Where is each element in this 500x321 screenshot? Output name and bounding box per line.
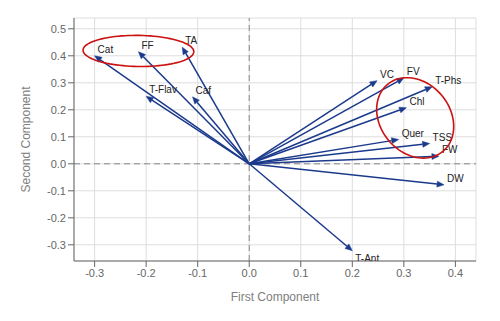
svg-text:-0.1: -0.1	[47, 185, 66, 197]
svg-text:0.2: 0.2	[345, 267, 360, 279]
svg-text:FF: FF	[141, 40, 153, 51]
svg-text:0.1: 0.1	[51, 131, 66, 143]
svg-text:0.2: 0.2	[51, 104, 66, 116]
svg-text:-0.3: -0.3	[85, 267, 104, 279]
svg-text:Quer: Quer	[402, 128, 425, 139]
svg-text:-0.2: -0.2	[47, 212, 66, 224]
svg-text:0.0: 0.0	[242, 267, 257, 279]
svg-text:0.4: 0.4	[51, 50, 66, 62]
svg-text:Cat: Cat	[98, 44, 114, 55]
svg-text:0.5: 0.5	[51, 23, 66, 35]
svg-text:TA: TA	[185, 35, 198, 47]
svg-text:0.4: 0.4	[448, 267, 463, 279]
svg-text:T-Flav: T-Flav	[149, 84, 177, 95]
svg-text:Second Component: Second Component	[19, 86, 33, 193]
svg-text:FV: FV	[407, 66, 420, 77]
svg-text:VC: VC	[380, 69, 394, 80]
svg-text:DW: DW	[447, 173, 464, 184]
svg-text:T-Ant: T-Ant	[355, 253, 379, 261]
svg-text:FW: FW	[441, 144, 458, 156]
svg-text:-0.2: -0.2	[137, 267, 156, 279]
svg-text:Chl: Chl	[409, 96, 424, 107]
svg-text:0.3: 0.3	[51, 77, 66, 89]
svg-text:-0.3: -0.3	[47, 239, 66, 251]
svg-text:Caf: Caf	[196, 85, 212, 96]
svg-text:T-Phs: T-Phs	[435, 75, 461, 86]
svg-text:-0.1: -0.1	[188, 267, 207, 279]
svg-text:0.3: 0.3	[396, 267, 411, 279]
svg-text:0.1: 0.1	[293, 267, 308, 279]
svg-text:0.0: 0.0	[51, 158, 66, 170]
svg-text:TSS: TSS	[433, 132, 453, 143]
svg-text:First Component: First Component	[231, 290, 320, 304]
